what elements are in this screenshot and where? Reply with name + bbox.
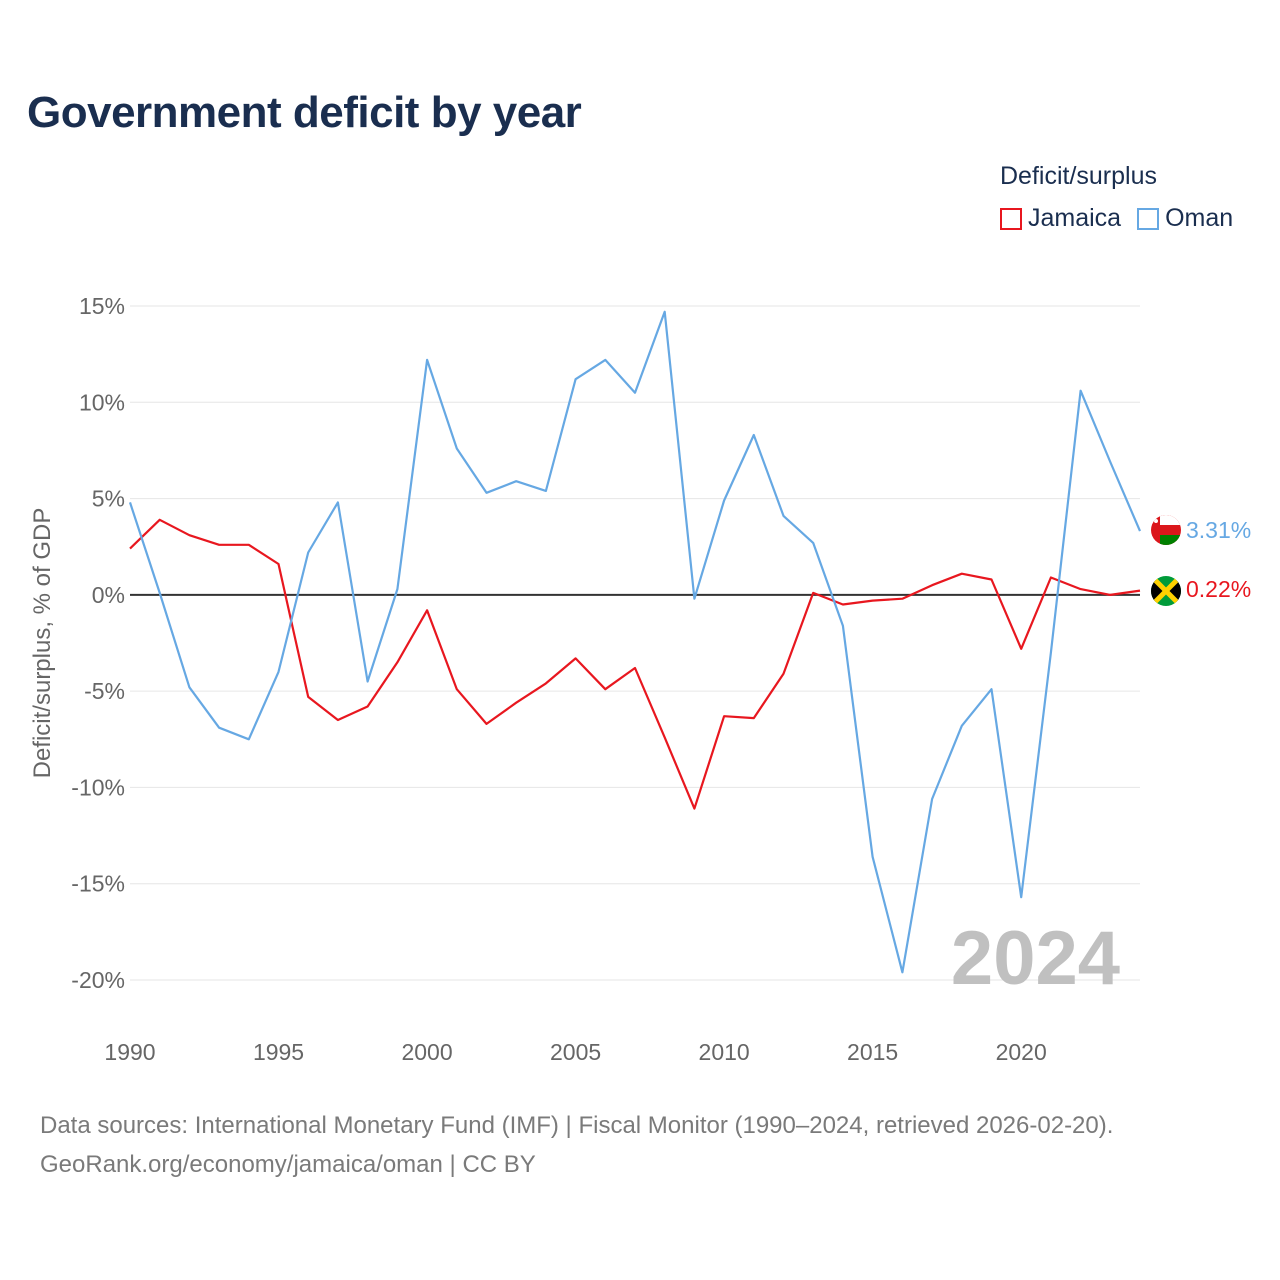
y-tick-label: -20%	[71, 967, 125, 993]
series-line-oman	[128, 310, 1142, 974]
year-watermark: 2024	[951, 916, 1120, 1001]
legend-item-oman[interactable]: Oman	[1137, 204, 1233, 233]
legend-swatch-jamaica	[1000, 207, 1022, 230]
x-tick-label: 2000	[401, 1039, 452, 1065]
oman-flag-icon	[1151, 515, 1181, 545]
legend-label-oman: Oman	[1165, 204, 1234, 232]
x-tick-label: 2010	[699, 1039, 750, 1065]
y-tick-label: 15%	[79, 293, 125, 319]
source-line-1: Data sources: International Monetary Fun…	[40, 1112, 1114, 1139]
page-title: Government deficit by year	[27, 88, 582, 137]
jamaica-end-label: 0.22%	[1186, 576, 1251, 602]
x-axis-ticks: 1990 1995 2000 2005 2010 2015 2020	[104, 1039, 1046, 1065]
legend: Jamaica Oman	[1000, 204, 1249, 233]
line-chart: 15% 10% 5% 0% -5% -10% -15% -20% 1990 1995 2000 20…	[29, 293, 1251, 1065]
gridlines	[130, 305, 1140, 981]
x-tick-label: 1995	[253, 1039, 304, 1065]
source-note: Data sources: International Monetary Fun…	[40, 1106, 1113, 1184]
y-tick-label: 10%	[79, 389, 125, 415]
x-tick-label: 2020	[996, 1039, 1047, 1065]
legend-item-jamaica[interactable]: Jamaica	[1000, 204, 1121, 233]
x-tick-label: 2015	[847, 1039, 898, 1065]
x-tick-label: 1990	[104, 1039, 155, 1065]
series-line-jamaica	[129, 518, 1141, 810]
y-axis-ticks: 15% 10% 5% 0% -5% -10% -15% -20%	[71, 293, 125, 993]
legend-swatch-oman	[1137, 207, 1160, 230]
series-lines	[128, 310, 1142, 974]
y-tick-label: 0%	[92, 582, 125, 608]
y-tick-label: 5%	[92, 486, 125, 512]
x-tick-label: 2005	[550, 1039, 601, 1065]
y-tick-label: -15%	[71, 871, 125, 897]
source-line-2[interactable]: GeoRank.org/economy/jamaica/oman | CC BY	[40, 1151, 536, 1178]
oman-end-label: 3.31%	[1186, 517, 1251, 543]
y-tick-label: -5%	[84, 678, 125, 704]
y-tick-label: -10%	[71, 774, 125, 800]
jamaica-flag-icon	[1151, 576, 1181, 606]
legend-title: Deficit/surplus	[1000, 162, 1157, 190]
y-axis-label: Deficit/surplus, % of GDP	[29, 508, 56, 779]
legend-label-jamaica: Jamaica	[1028, 204, 1122, 232]
